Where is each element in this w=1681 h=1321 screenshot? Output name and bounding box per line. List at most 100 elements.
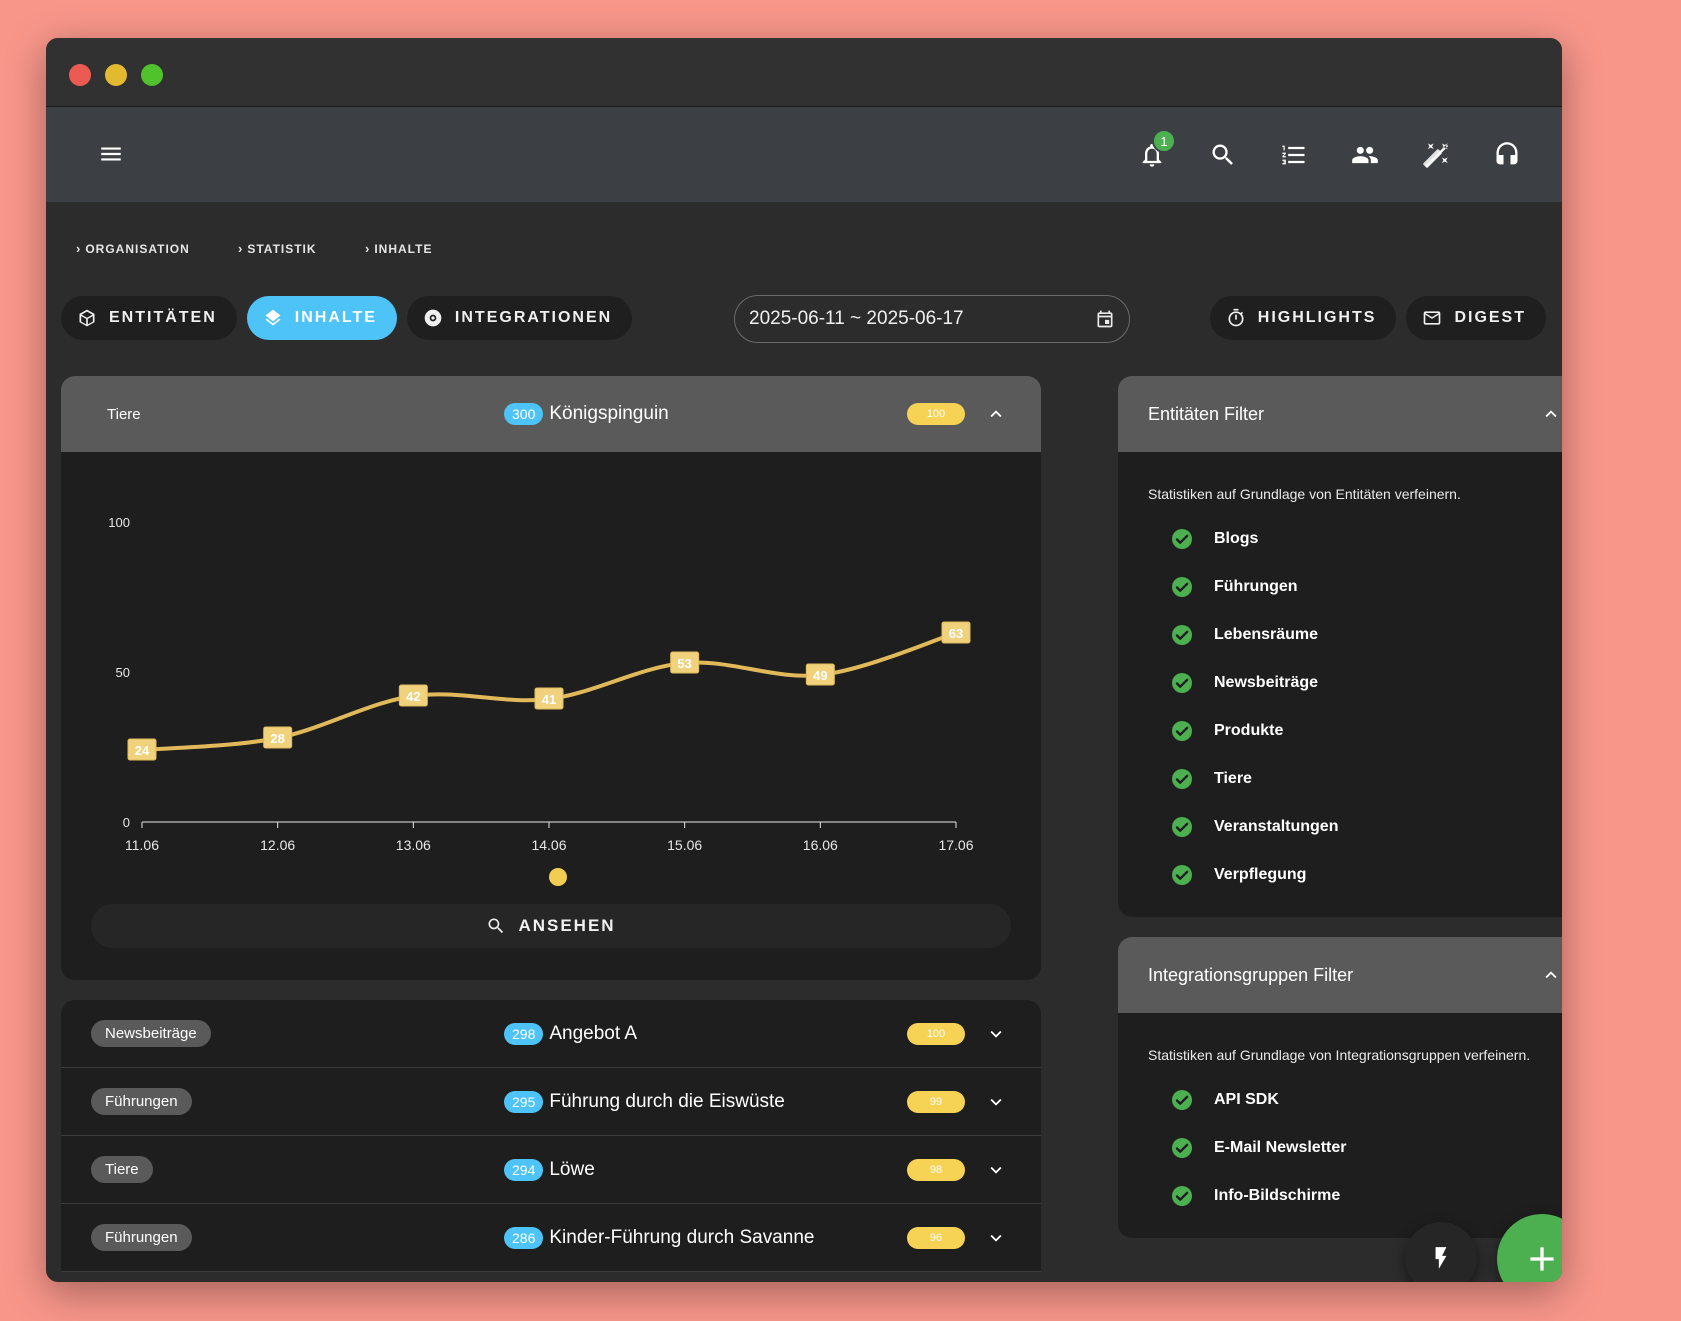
entity-filter-item[interactable]: Verpflegung (1118, 851, 1562, 899)
theme-toggle-button[interactable] (1400, 135, 1471, 175)
quick-action-button[interactable] (1405, 1222, 1477, 1282)
breadcrumb-organisation[interactable]: › ORGANISATION (76, 241, 238, 256)
list-item[interactable]: Führungen 286 Kinder-Führung durch Savan… (61, 1204, 1041, 1272)
breadcrumb-statistik[interactable]: › STATISTIK (238, 241, 365, 256)
calendar-icon[interactable] (1095, 309, 1115, 329)
headset-icon (1496, 142, 1517, 165)
breadcrumb-label: STATISTIK (247, 241, 317, 256)
entity-filter-item[interactable]: Veranstaltungen (1118, 803, 1562, 851)
entity-filter-item[interactable]: Tiere (1118, 755, 1562, 803)
chevron-down-icon[interactable] (985, 1091, 1007, 1113)
check-circle-icon[interactable] (1170, 863, 1194, 887)
chevron-down-icon[interactable] (985, 1227, 1007, 1249)
people-icon (1351, 146, 1378, 164)
content-column: Tiere 300 Königspinguin 100 0 50 100 11.06 1… (61, 376, 1041, 1272)
list-item[interactable]: Führungen 295 Führung durch die Eiswüste… (61, 1068, 1041, 1136)
check-circle-icon[interactable] (1170, 575, 1194, 599)
x-tick-label: 15.06 (667, 837, 702, 853)
notification-badge: 1 (1152, 129, 1176, 153)
tab-inhalte[interactable]: INHALTE (246, 296, 397, 340)
menu-icon[interactable] (98, 141, 124, 167)
integration-filter-item[interactable]: API SDK (1118, 1076, 1562, 1124)
chevron-right-icon: › (76, 241, 82, 256)
entity-filter-label: Tiere (1214, 770, 1252, 787)
y-tick-label: 50 (116, 665, 130, 680)
date-range-field[interactable]: 2025-06-11 ~ 2025-06-17 (734, 295, 1130, 343)
item-score-badge: 96 (907, 1226, 965, 1249)
data-label-text: 63 (949, 626, 963, 641)
tab-entitaeten[interactable]: ENTITÄTEN (61, 296, 237, 340)
item-count-badge: 298 (504, 1022, 544, 1045)
maximize-window-button[interactable] (141, 64, 163, 86)
legend-marker[interactable] (549, 868, 567, 886)
data-label: 63 (941, 621, 971, 644)
view-button-label: ANSEHEN (518, 916, 616, 935)
notifications-button[interactable]: 1 (1116, 129, 1187, 175)
entity-filter-item[interactable]: Blogs (1118, 515, 1562, 563)
check-circle-icon[interactable] (1170, 671, 1194, 695)
x-tick-label: 14.06 (531, 837, 566, 853)
entity-filter-label: Blogs (1214, 530, 1259, 547)
entity-filter-label: Lebensräume (1214, 626, 1319, 643)
digest-button[interactable]: DIGEST (1406, 296, 1546, 340)
check-circle-icon[interactable] (1170, 719, 1194, 743)
entity-filter-item[interactable]: Führungen (1118, 563, 1562, 611)
app-bar: 1 (46, 107, 1562, 202)
item-category-chip: Führungen (91, 1088, 192, 1115)
list-item[interactable]: Newsbeiträge 298 Angebot A 100 (61, 1000, 1041, 1068)
check-circle-icon[interactable] (1170, 623, 1194, 647)
check-circle-icon[interactable] (1170, 815, 1194, 839)
list-item[interactable]: Tiere 294 Löwe 98 (61, 1136, 1041, 1204)
check-circle-icon[interactable] (1170, 767, 1194, 791)
chevron-up-icon[interactable] (1540, 403, 1562, 425)
users-button[interactable] (1329, 135, 1400, 175)
breadcrumb-inhalte[interactable]: › INHALTE (365, 241, 432, 256)
content-chart: 0 50 100 11.06 12.06 13.06 14.06 15.06 16.06 17.0… (61, 452, 1041, 904)
entity-filter-item[interactable]: Lebensräume (1118, 611, 1562, 659)
support-button[interactable] (1471, 135, 1542, 175)
integration-filter-header[interactable]: Integrationsgruppen Filter (1118, 937, 1562, 1013)
minimize-window-button[interactable] (105, 64, 127, 86)
highlights-button[interactable]: HIGHLIGHTS (1209, 296, 1397, 340)
entity-filter-header[interactable]: Entitäten Filter (1118, 376, 1562, 452)
x-tick-label: 13.06 (396, 837, 431, 853)
integration-filter-label: E-Mail Newsletter (1214, 1139, 1347, 1156)
cube-icon (79, 309, 95, 327)
item-category-chip: Newsbeiträge (91, 1020, 211, 1047)
check-circle-icon[interactable] (1170, 1184, 1194, 1208)
entity-filter-label: Newsbeiträge (1214, 674, 1319, 691)
chevron-up-icon[interactable] (985, 403, 1007, 425)
x-tick-label: 12.06 (260, 837, 295, 853)
line-chart: 0 50 100 11.06 12.06 13.06 14.06 15.06 16.06 17.0… (108, 515, 974, 886)
chevron-up-icon[interactable] (1540, 964, 1562, 986)
check-circle-icon[interactable] (1170, 1136, 1194, 1160)
integration-icon (424, 309, 442, 327)
view-button[interactable]: ANSEHEN (91, 904, 1011, 948)
x-tick-label: 16.06 (803, 837, 838, 853)
integration-filter-description: Statistiken auf Grundlage von Integratio… (1148, 1047, 1531, 1063)
integration-filter-title: Integrationsgruppen Filter (1148, 964, 1354, 985)
integration-filter-item[interactable]: Info-Bildschirme (1118, 1172, 1562, 1220)
chevron-down-icon[interactable] (985, 1159, 1007, 1181)
check-circle-icon[interactable] (1170, 527, 1194, 551)
item-category: Tiere (107, 405, 141, 423)
tab-integrationen[interactable]: INTEGRATIONEN (406, 296, 633, 340)
mail-icon (1424, 311, 1441, 325)
chevron-right-icon: › (365, 241, 371, 256)
check-circle-icon[interactable] (1170, 1088, 1194, 1112)
chevron-down-icon[interactable] (985, 1023, 1007, 1045)
entity-filter-title: Entitäten Filter (1148, 403, 1265, 424)
search-icon (1212, 144, 1233, 165)
integration-filter-item[interactable]: E-Mail Newsletter (1118, 1124, 1562, 1172)
item-title-group: 286 Kinder-Führung durch Savanne (504, 1226, 814, 1249)
entity-filter-item[interactable]: Newsbeiträge (1118, 659, 1562, 707)
search-button[interactable] (1187, 135, 1258, 175)
y-tick-label: 0 (123, 815, 130, 830)
expanded-item-header[interactable]: Tiere 300 Königspinguin 100 (61, 376, 1041, 452)
data-label-box (941, 621, 971, 644)
close-window-button[interactable] (69, 64, 91, 86)
list-button[interactable] (1258, 135, 1329, 175)
item-title-group: 300 Königspinguin (504, 403, 669, 425)
data-label-box (670, 651, 700, 674)
entity-filter-item[interactable]: Produkte (1118, 707, 1562, 755)
